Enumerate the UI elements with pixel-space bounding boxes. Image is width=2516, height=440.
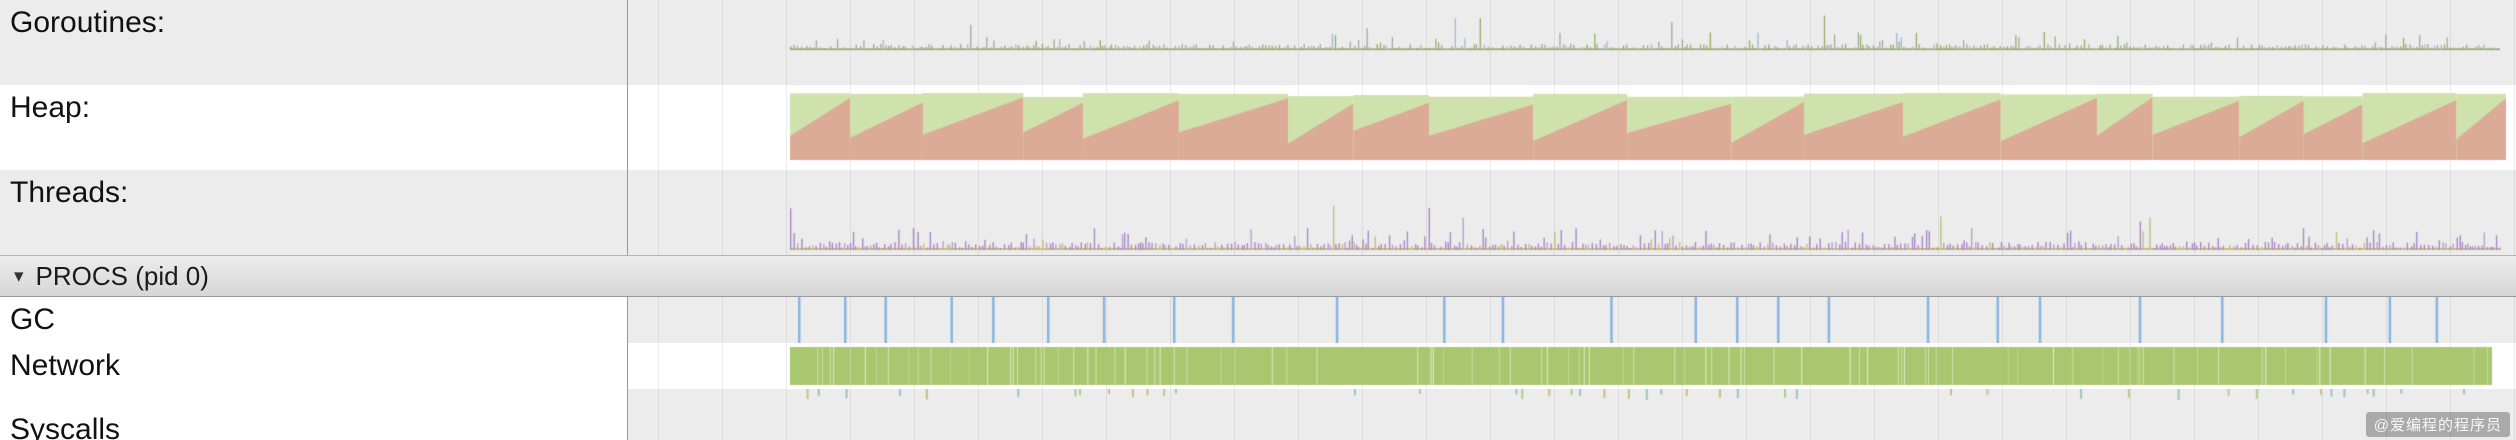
gc-chart[interactable] <box>628 297 2516 343</box>
row-network: Network <box>0 343 2516 389</box>
network-label: Network <box>0 343 628 389</box>
goroutines-canvas <box>628 0 2516 85</box>
threads-canvas <box>628 170 2516 255</box>
procs-header-label: PROCS (pid 0) <box>35 260 209 291</box>
heap-canvas <box>628 85 2516 170</box>
heap-label: Heap: <box>0 85 628 170</box>
syscalls-label: Syscalls <box>0 389 628 440</box>
row-syscalls: Syscalls <box>0 389 2516 440</box>
goroutines-label: Goroutines: <box>0 0 628 85</box>
network-chart[interactable] <box>628 343 2516 389</box>
row-goroutines: Goroutines: <box>0 0 2516 85</box>
watermark: @爱编程的程序员 <box>2365 412 2510 437</box>
gc-canvas <box>628 297 2516 343</box>
network-canvas <box>628 343 2516 389</box>
threads-chart[interactable] <box>628 170 2516 255</box>
row-heap: Heap: <box>0 85 2516 170</box>
syscalls-chart[interactable] <box>628 389 2516 440</box>
row-gc: GC <box>0 297 2516 343</box>
disclosure-triangle-icon[interactable]: ▾ <box>14 265 24 287</box>
threads-label: Threads: <box>0 170 628 255</box>
gc-label: GC <box>0 297 628 343</box>
goroutines-chart[interactable] <box>628 0 2516 85</box>
row-threads: Threads: <box>0 170 2516 255</box>
procs-section-header[interactable]: ▾ PROCS (pid 0) <box>0 255 2516 297</box>
syscalls-canvas <box>628 389 2516 440</box>
heap-chart[interactable] <box>628 85 2516 170</box>
